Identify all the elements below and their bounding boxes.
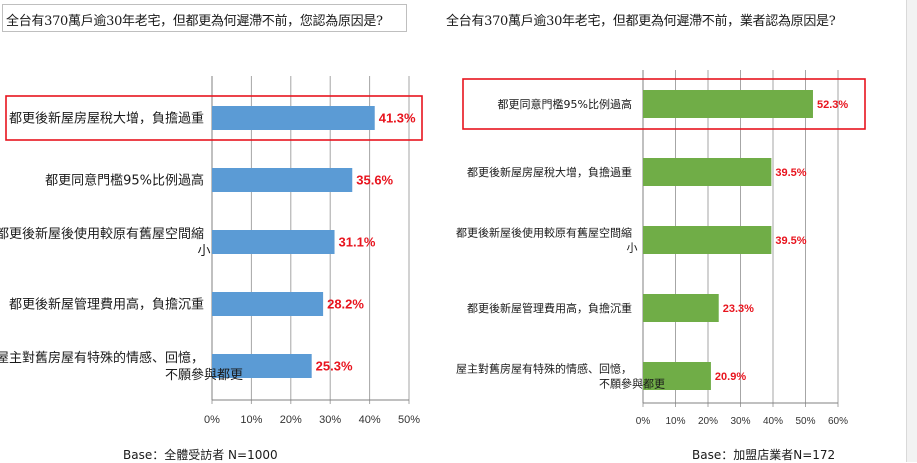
undefined-category-label: 小 (197, 244, 210, 259)
undefined-value-label: 35.6% (356, 173, 393, 188)
undefined-tick-label: 0% (204, 414, 220, 426)
undefined-bar (643, 294, 719, 322)
vertical-scrollbar[interactable] (906, 0, 917, 462)
undefined-highlight-box (462, 78, 866, 130)
undefined-tick-label: 50% (795, 416, 815, 427)
undefined-category-label: 不願參與都更 (599, 376, 665, 390)
undefined-tick-label: 30% (319, 414, 341, 426)
undefined-value-label: 28.2% (327, 297, 364, 312)
undefined-value-label: 20.9% (715, 371, 746, 383)
undefined-highlight-box (5, 95, 423, 141)
undefined-bar (212, 354, 312, 378)
undefined-tick-label: 0% (636, 416, 651, 427)
undefined-bar (643, 158, 772, 186)
undefined-bar (643, 362, 711, 390)
undefined-category-label: 不願參與都更 (165, 368, 243, 383)
undefined-value-label: 25.3% (316, 359, 353, 374)
right-bar-chart: 0% 10% 20% 30% 40% 50% 60% 52.3% 都更同意門檻95%比例過高 39… (456, 70, 866, 427)
left-bar-chart: 0% 10% 20% 30% 40% 50% 41.3% 都更後新屋房屋稅大增，負擔過重 35.… (0, 76, 423, 426)
undefined-value-label: 41.3% (379, 111, 416, 126)
left-title-box (2, 4, 407, 32)
right-base-note: Base：加盟店業者N=172 (692, 448, 836, 462)
undefined-category-label: 屋主對舊房屋有特殊的情感、回憶， (0, 350, 204, 366)
undefined-category-label: 都更後新屋後使用較原有舊屋空間縮 (0, 226, 204, 242)
undefined-bar (212, 106, 375, 130)
undefined-value-label: 39.5% (775, 235, 806, 247)
undefined-category-label: 都更後新屋房屋稅大增，負擔過重 (9, 111, 204, 127)
undefined-category-label: 都更同意門檻95%比例過高 (45, 173, 204, 189)
undefined-bar (212, 168, 353, 192)
undefined-tick-label: 50% (398, 414, 420, 426)
undefined-value-label: 31.1% (339, 235, 376, 250)
undefined-bar (212, 230, 335, 254)
undefined-category-label: 小 (627, 241, 638, 254)
right-chart-title: 全台有370萬戶逾30年老宅，但都更為何遲滯不前，業者認為原因是? (446, 14, 836, 29)
undefined-tick-label: 60% (828, 416, 848, 427)
undefined-value-label: 39.5% (775, 167, 806, 179)
undefined-bar (643, 90, 813, 118)
left-chart-title: 全台有370萬戶逾30年老宅，但都更為何遲滯不前，您認為原因是? (6, 14, 383, 29)
undefined-category-label: 屋主對舊房屋有特殊的情感、回憶， (456, 361, 632, 375)
undefined-value-label: 23.3% (723, 303, 754, 315)
undefined-tick-label: 10% (240, 414, 262, 426)
undefined-tick-label: 20% (698, 416, 718, 427)
undefined-category-label: 都更同意門檻95%比例過高 (498, 97, 632, 111)
undefined-value-label: 52.3% (817, 99, 848, 111)
undefined-bar (212, 292, 324, 316)
undefined-category-label: 都更後新屋管理費用高，負擔沉重 (467, 301, 632, 315)
undefined-tick-label: 10% (665, 416, 685, 427)
undefined-bar (643, 226, 772, 254)
undefined-category-label: 都更後新屋後使用較原有舊屋空間縮 (456, 225, 632, 239)
undefined-tick-label: 40% (763, 416, 783, 427)
undefined-tick-label: 40% (359, 414, 381, 426)
undefined-tick-label: 20% (280, 414, 302, 426)
undefined-category-label: 都更後新屋房屋稅大增，負擔過重 (467, 165, 632, 179)
undefined-category-label: 都更後新屋管理費用高，負擔沉重 (9, 297, 204, 313)
undefined-tick-label: 30% (730, 416, 750, 427)
left-base-note: Base：全體受訪者 N=1000 (123, 448, 278, 462)
